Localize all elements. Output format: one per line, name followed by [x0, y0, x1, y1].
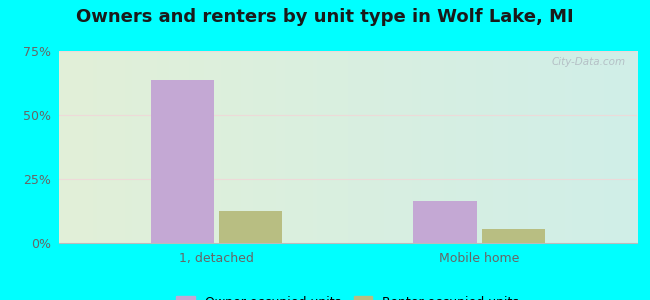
Bar: [151, 80, 214, 243]
Bar: [482, 229, 545, 243]
Bar: [219, 211, 282, 243]
Text: City-Data.com: City-Data.com: [551, 57, 625, 67]
Text: Owners and renters by unit type in Wolf Lake, MI: Owners and renters by unit type in Wolf …: [76, 8, 574, 26]
Bar: [413, 201, 476, 243]
Legend: Owner occupied units, Renter occupied units: Owner occupied units, Renter occupied un…: [171, 290, 525, 300]
